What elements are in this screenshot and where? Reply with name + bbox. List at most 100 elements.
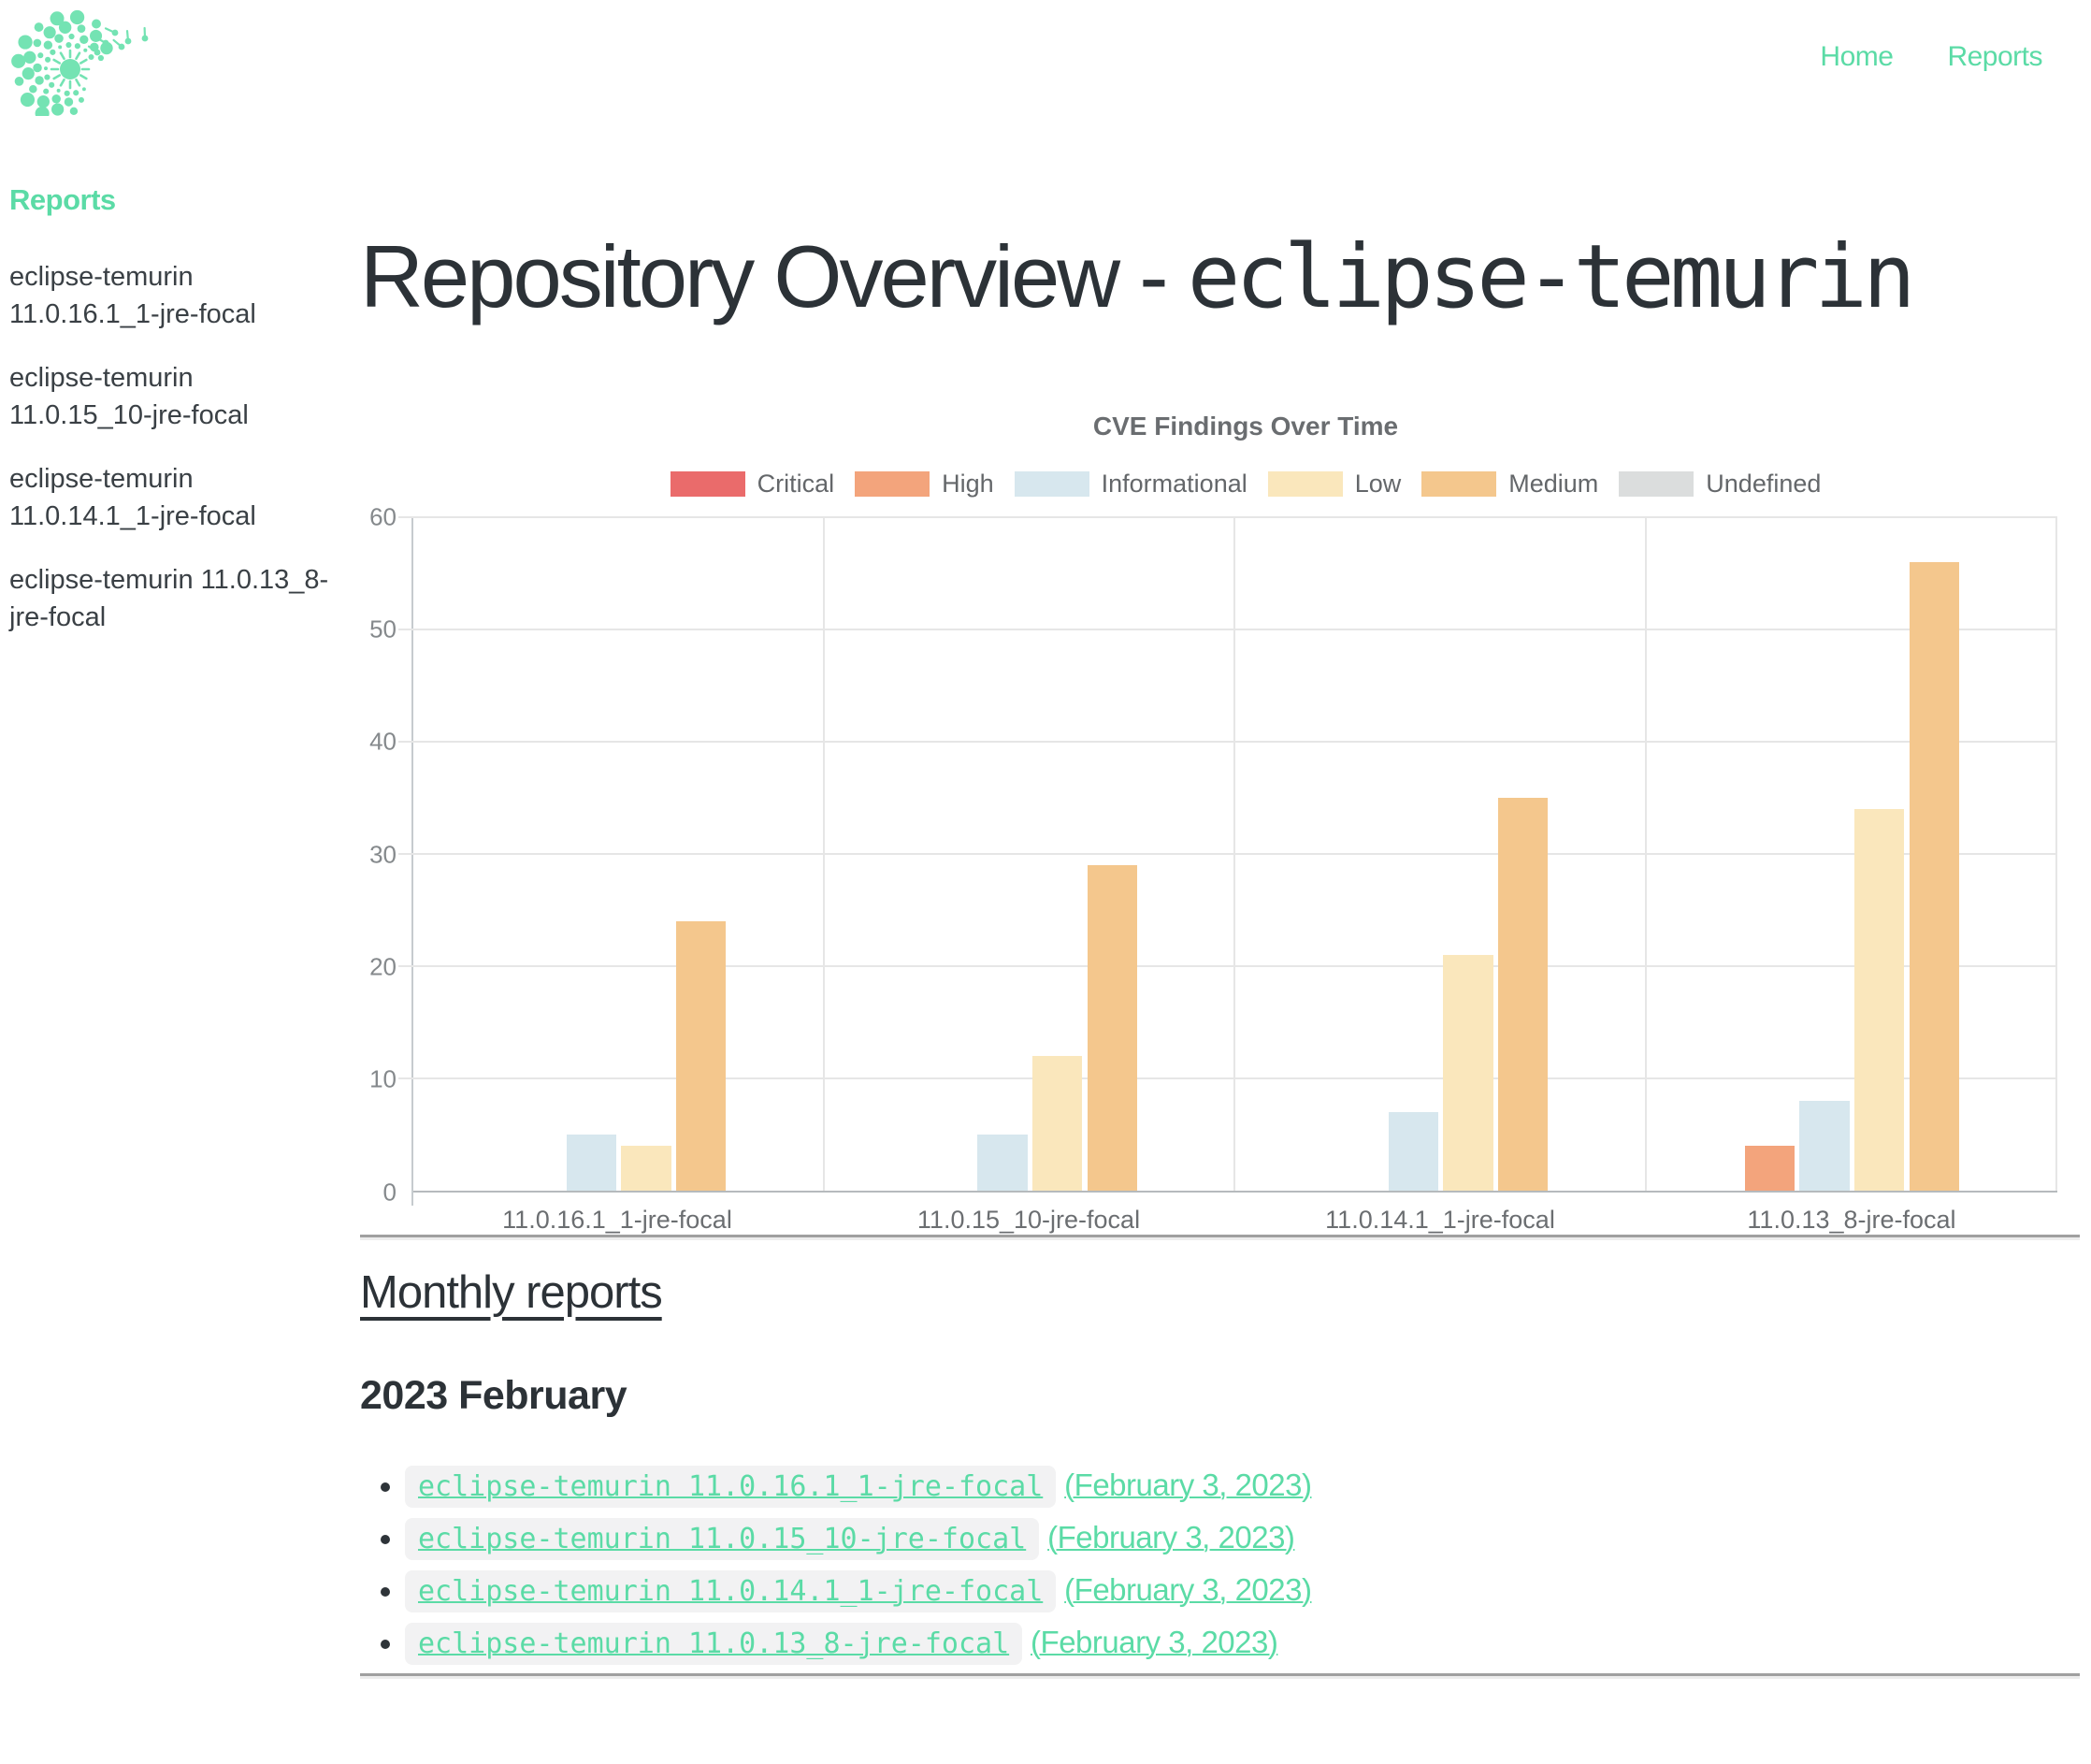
legend-label-undefined: Undefined [1706,469,1822,498]
y-axis-labels: 0 10 20 30 40 50 60 [360,502,411,1206]
bar-slot-low [1441,517,1496,1191]
bar-slot-medium [1495,517,1550,1191]
gridline-y-10 [398,1077,2057,1079]
sidebar-item-report-2[interactable]: eclipse-temurin 11.0.14.1_1-jre-focal [9,464,256,531]
bar-slot-undefined [1550,517,1606,1191]
monthly-reports-heading[interactable]: Monthly reports [360,1266,663,1318]
legend-item-critical[interactable]: Critical [670,469,835,499]
gridline-x-3 [1644,516,1647,1191]
report-link-code-3: eclipse-temurin 11.0.13_8-jre-focal [405,1622,1023,1665]
report-link-1[interactable]: eclipse-temurin 11.0.15_10-jre-focal [405,1517,1040,1560]
report-link-2[interactable]: eclipse-temurin 11.0.14.1_1-jre-focal [405,1569,1057,1612]
bar-categories [413,517,2057,1191]
bar-informational-11.0.15_10-jre-focal [977,1134,1028,1191]
bar-slot-high [510,517,565,1191]
report-link-code-0: eclipse-temurin 11.0.16.1_1-jre-focal [405,1465,1057,1508]
category-11.0.14.1_1-jre-focal [1235,517,1647,1191]
bar-low-11.0.13_8-jre-focal [1853,808,1905,1191]
report-list-item-0: eclipse-temurin 11.0.16.1_1-jre-focal (F… [405,1464,2080,1509]
bar-medium-11.0.15_10-jre-focal [1087,864,1137,1191]
report-list-item-2: eclipse-temurin 11.0.14.1_1-jre-focal (F… [405,1569,2080,1613]
gridline-y-50 [398,628,2057,630]
bar-slot-informational [564,517,619,1191]
bar-slot-medium [1085,517,1140,1191]
legend-item-undefined[interactable]: Undefined [1619,470,1821,499]
bottom-divider [360,1672,2080,1679]
report-date-link-3[interactable]: (February 3, 2023) [1031,1624,1278,1659]
y-tick-label-50: 50 [369,615,397,643]
report-link-code-2: eclipse-temurin 11.0.14.1_1-jre-focal [405,1569,1057,1612]
nav-link-home[interactable]: Home [1820,41,1894,72]
bar-high-11.0.13_8-jre-focal [1744,1145,1795,1191]
bar-slot-critical [865,517,920,1191]
legend-swatch-low [1267,470,1343,497]
gridline-y-30 [398,852,2057,855]
bar-slot-informational [975,517,1031,1191]
report-list-item-1: eclipse-temurin 11.0.15_10-jre-focal (Fe… [405,1516,2080,1561]
legend-label-high: High [942,469,994,498]
legend-item-high[interactable]: High [855,470,994,499]
gridline-x-2 [1233,516,1235,1191]
legend-label-low: Low [1354,469,1402,498]
sidebar-item-report-3[interactable]: eclipse-temurin 11.0.13_8-jre-focal [9,565,329,632]
report-link-0[interactable]: eclipse-temurin 11.0.16.1_1-jre-focal [405,1465,1057,1508]
bar-informational-11.0.14.1_1-jre-focal [1388,1111,1439,1191]
y-tick-label-20: 20 [369,952,397,981]
bar-low-11.0.14.1_1-jre-focal [1443,954,1493,1191]
bar-slot-high [1332,517,1387,1191]
nav-link-reports[interactable]: Reports [1947,41,2042,72]
y-tick-label-0: 0 [382,1178,397,1207]
bar-slot-critical [1687,517,1742,1191]
gridline-x-1 [822,516,825,1191]
section-divider [360,1234,2080,1240]
x-axis-label-11.0.14.1_1-jre-focal: 11.0.14.1_1-jre-focal [1325,1205,1555,1234]
report-date-link-1[interactable]: (February 3, 2023) [1047,1519,1295,1554]
bar-slot-undefined [728,517,784,1191]
bar-medium-11.0.14.1_1-jre-focal [1498,797,1549,1191]
page-title-repo: eclipse-temurin [1187,226,1916,328]
legend-item-informational[interactable]: Informational [1014,470,1247,499]
y-tick-label-40: 40 [369,727,397,756]
category-11.0.16.1_1-jre-focal [413,517,825,1191]
sidebar-item-report-1[interactable]: eclipse-temurin 11.0.15_10-jre-focal [9,363,249,430]
bar-slot-low [1030,517,1085,1191]
report-link-code-1: eclipse-temurin 11.0.15_10-jre-focal [405,1517,1040,1560]
legend-swatch-undefined [1619,470,1694,497]
legend-swatch-medium [1421,470,1497,497]
report-link-3[interactable]: eclipse-temurin 11.0.13_8-jre-focal [405,1622,1023,1665]
bar-slot-informational [1386,517,1441,1191]
bar-slot-undefined [1139,517,1194,1191]
legend-item-low[interactable]: Low [1267,469,1402,499]
legend-swatch-critical [670,470,745,497]
report-list-item-3: eclipse-temurin 11.0.13_8-jre-focal (Feb… [405,1621,2080,1666]
y-tick-label-60: 60 [369,502,397,531]
report-date-link-2[interactable]: (February 3, 2023) [1064,1571,1312,1607]
bar-low-11.0.16.1_1-jre-focal [621,1145,671,1191]
bar-group-11.0.13_8-jre-focal [1687,517,2016,1191]
bar-informational-11.0.16.1_1-jre-focal [566,1134,617,1191]
bar-slot-undefined [1961,517,2016,1191]
page-title-prefix: Repository Overview - [360,227,1188,325]
report-date-link-0[interactable]: (February 3, 2023) [1064,1467,1312,1502]
plot-grid [398,515,2057,1206]
bar-slot-medium [673,517,728,1191]
bar-group-11.0.16.1_1-jre-focal [454,517,784,1191]
bar-group-11.0.14.1_1-jre-focal [1276,517,1606,1191]
dandelion-logo-icon [11,9,149,116]
chart-plot-area: 0 10 20 30 40 50 60 [360,502,2057,1206]
sidebar-item-report-0[interactable]: eclipse-temurin 11.0.16.1_1-jre-focal [9,262,256,329]
legend-label-critical: Critical [757,469,835,498]
top-nav: Home Reports [1820,41,2042,73]
gridline-x-4 [2055,516,2057,1191]
bar-medium-11.0.16.1_1-jre-focal [676,920,727,1191]
header: Home Reports [0,0,2091,122]
month-heading: 2023 February [360,1372,627,1418]
category-11.0.15_10-jre-focal [825,517,1236,1191]
x-axis-label-11.0.16.1_1-jre-focal: 11.0.16.1_1-jre-focal [502,1205,732,1234]
bar-medium-11.0.13_8-jre-focal [1909,561,1959,1191]
bar-slot-high [1742,517,1797,1191]
legend-item-medium[interactable]: Medium [1421,470,1598,499]
legend-swatch-informational [1014,470,1089,497]
bar-informational-11.0.13_8-jre-focal [1799,1100,1850,1191]
x-axis-label-11.0.15_10-jre-focal: 11.0.15_10-jre-focal [916,1205,1141,1234]
